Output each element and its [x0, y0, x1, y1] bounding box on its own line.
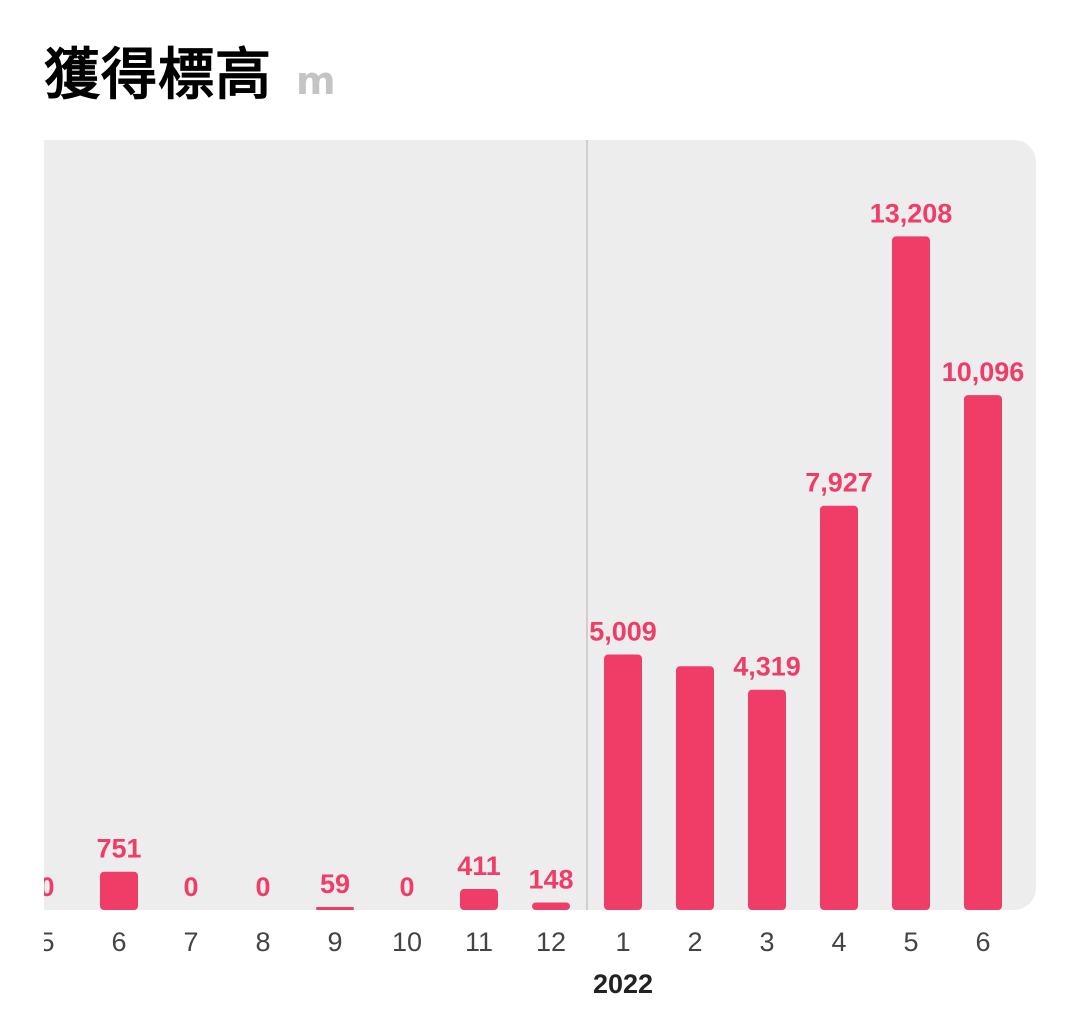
bar — [316, 907, 354, 910]
data-label: 0 — [183, 872, 198, 902]
data-label: 0 — [39, 872, 54, 902]
data-label: 13,208 — [870, 198, 953, 228]
x-tick-label: 5 — [39, 927, 54, 957]
data-label: 59 — [320, 869, 350, 899]
x-tick-label: 4 — [831, 927, 846, 957]
x-tick-label: 9 — [327, 927, 342, 957]
x-tick-label: 6 — [111, 927, 126, 957]
bar — [964, 395, 1002, 910]
x-tick-label: 1 — [615, 927, 630, 957]
x-tick-label: 8 — [255, 927, 270, 957]
data-label: 10,096 — [942, 357, 1025, 387]
bar — [748, 690, 786, 910]
x-tick-label: 5 — [903, 927, 918, 957]
bar — [604, 655, 642, 910]
x-tick-label: 6 — [975, 927, 990, 957]
x-tick-label: 2 — [687, 927, 702, 957]
data-label: 0 — [399, 872, 414, 902]
bar — [676, 666, 714, 910]
bar — [892, 236, 930, 910]
data-label: 5,009 — [589, 617, 657, 647]
bar — [100, 872, 138, 910]
x-tick-label: 12 — [536, 927, 566, 957]
data-label: 0 — [255, 872, 270, 902]
data-label: 4,319 — [733, 652, 801, 682]
bar — [460, 889, 498, 910]
x-tick-label: 7 — [183, 927, 198, 957]
bar — [532, 902, 570, 910]
x-tick-label: 10 — [392, 927, 422, 957]
data-label: 148 — [528, 864, 573, 894]
plot-panel — [0, 140, 1036, 910]
data-label: 751 — [96, 834, 141, 864]
data-label: 7,927 — [805, 468, 873, 498]
bar — [820, 506, 858, 910]
data-label: 411 — [457, 851, 501, 881]
x-tick-label: 3 — [759, 927, 774, 957]
x-tick-label: 11 — [465, 927, 493, 957]
year-label: 2022 — [593, 969, 653, 999]
